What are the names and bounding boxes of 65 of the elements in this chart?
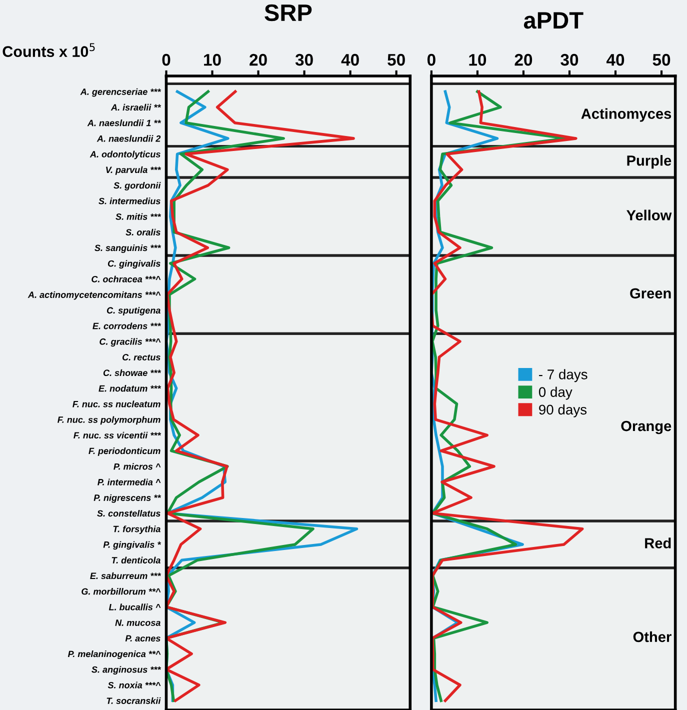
y-tick-label: S. constellatus bbox=[97, 510, 160, 517]
y-tick-label: C. gingivalis bbox=[108, 260, 160, 269]
y-tick-label: P. acnes bbox=[125, 635, 160, 642]
x-tick-label: 0 bbox=[427, 54, 436, 66]
y-tick-label: E. corrodens *** bbox=[92, 322, 162, 330]
x-tick-label: 20 bbox=[250, 54, 267, 66]
x-tick-label: 30 bbox=[295, 54, 313, 66]
y-tick-label: P. gingivalis * bbox=[103, 541, 162, 550]
y-tick-label: S. noxia ***^ bbox=[108, 682, 161, 688]
x-tick-label: 10 bbox=[469, 54, 486, 66]
y-tick-label: N. mucosa bbox=[115, 620, 160, 626]
x-tick-label: 0 bbox=[162, 54, 170, 66]
band-label: Other bbox=[633, 631, 672, 642]
legend-label: 90 days bbox=[539, 404, 587, 418]
y-tick-label: E. nodatum *** bbox=[98, 385, 162, 392]
band-label: Orange bbox=[621, 420, 672, 434]
y-tick-label: S. intermedius bbox=[98, 198, 160, 204]
x-tick-label: 40 bbox=[606, 54, 624, 66]
x-tick-label: 10 bbox=[204, 54, 221, 66]
y-tick-label: S. mitis *** bbox=[116, 213, 162, 220]
y-tick-label: A. naeslundii 2 bbox=[96, 135, 161, 142]
y-tick-label: A. gerencseriae *** bbox=[80, 88, 162, 97]
y-tick-label: P. nigrescens ** bbox=[94, 494, 162, 503]
chart-title: SRP bbox=[264, 4, 312, 22]
x-axis-title: Counts x 10$^{5}$ bbox=[2, 43, 95, 57]
y-tick-label: A. israelii ** bbox=[110, 104, 162, 111]
y-tick-label: S. gordonii bbox=[114, 182, 161, 190]
x-tick-label: 50 bbox=[652, 54, 670, 66]
y-tick-label: T. socranskii bbox=[106, 697, 161, 704]
band-label: Actinomyces bbox=[581, 108, 672, 122]
y-tick-label: S. oralis bbox=[126, 228, 160, 236]
legend-label: - 7 days bbox=[539, 369, 588, 382]
y-tick-label: T. forsythia bbox=[113, 526, 160, 534]
y-tick-label: F. periodonticum bbox=[88, 447, 160, 456]
y-tick-label: L. bucallis ^ bbox=[108, 604, 161, 610]
y-tick-label: F. nuc. ss nucleatum bbox=[72, 400, 160, 408]
y-tick-label: S. sanguinis *** bbox=[94, 244, 162, 253]
band-label: Yellow bbox=[626, 210, 672, 220]
y-tick-label: G. morbillorum **^ bbox=[82, 588, 161, 595]
x-tick-label: 20 bbox=[514, 54, 532, 66]
y-tick-label: C. rectus bbox=[122, 354, 160, 360]
y-tick-label: F. nuc. ss polymorphum bbox=[58, 416, 160, 425]
y-tick-label: E. saburreum *** bbox=[90, 572, 162, 580]
y-tick-label: C. showae *** bbox=[103, 369, 162, 376]
band-label: Purple bbox=[627, 155, 672, 169]
y-tick-label: C. gracilis ***^ bbox=[100, 338, 161, 347]
band-label: Red bbox=[645, 538, 671, 548]
x-tick-label: 30 bbox=[560, 54, 578, 66]
y-tick-label: C. sputigena bbox=[106, 306, 160, 316]
x-tick-label: 50 bbox=[388, 54, 405, 66]
y-tick-label: P. melaninogenica **^ bbox=[68, 650, 161, 659]
y-tick-label: A. odontolyticus bbox=[90, 150, 160, 160]
y-tick-label: F. nuc. ss vicentii *** bbox=[74, 432, 162, 439]
y-tick-label: A. naeslundii 1 ** bbox=[87, 120, 162, 126]
legend-label: 0 day bbox=[538, 386, 572, 400]
y-tick-label: V. parvula *** bbox=[106, 166, 162, 175]
y-tick-label: P. micros ^ bbox=[114, 463, 161, 470]
band-label: Green bbox=[630, 288, 671, 299]
y-tick-label: S. anginosus *** bbox=[92, 666, 162, 675]
y-tick-label: P. intermedia ^ bbox=[98, 478, 161, 486]
y-tick-label: C. ochracea ***^ bbox=[92, 276, 161, 282]
chart-title: aPDT bbox=[524, 12, 584, 29]
y-tick-label: A. actinomycetencomitans ***^ bbox=[28, 291, 161, 300]
y-tick-label: T. denticola bbox=[112, 556, 160, 564]
x-tick-label: 40 bbox=[341, 54, 359, 66]
